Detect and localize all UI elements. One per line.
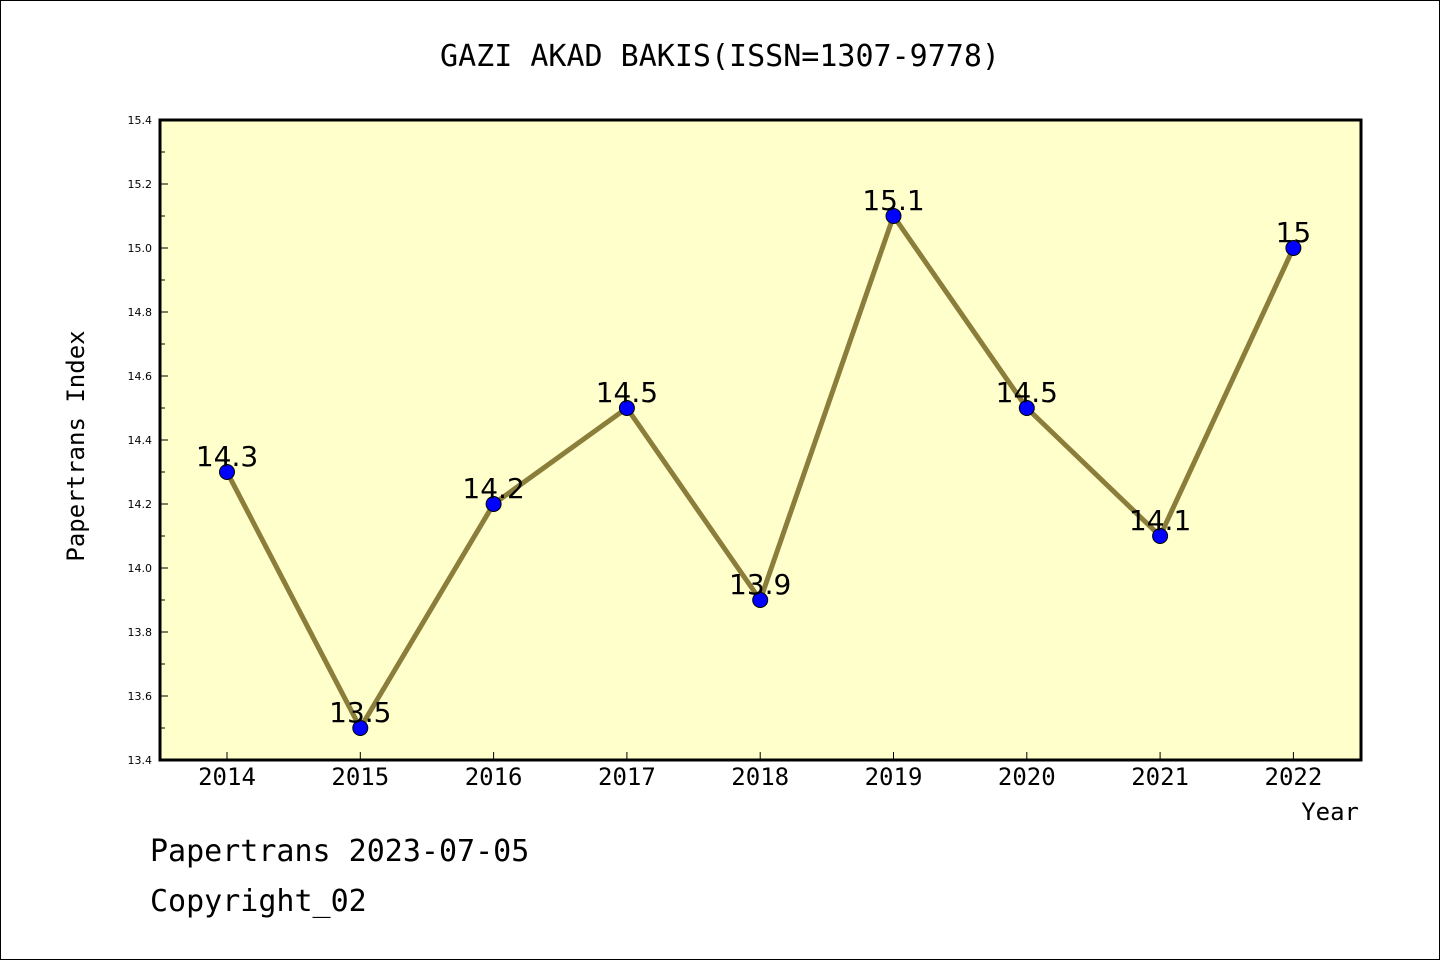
x-tick-label: 2021 [1131, 763, 1189, 791]
x-tick-label: 2016 [465, 763, 523, 791]
x-tick-label: 2015 [331, 763, 389, 791]
y-tick-label: 14.4 [128, 434, 153, 447]
data-point [352, 720, 369, 736]
data-label: 14.1 [1129, 504, 1191, 537]
data-label: 14.5 [596, 376, 658, 409]
data-label: 14.3 [196, 440, 258, 473]
data-point [752, 592, 769, 608]
data-point [219, 464, 235, 480]
y-axis-label: Papertrans Index [62, 330, 90, 561]
data-label: 14.5 [996, 376, 1058, 409]
x-tick-label: 2017 [598, 763, 656, 791]
data-point [1152, 528, 1169, 544]
y-tick-label: 13.8 [128, 626, 153, 639]
x-tick-label: 2019 [865, 763, 923, 791]
data-label: 14.2 [462, 472, 524, 505]
data-label: 15.1 [862, 184, 924, 217]
data-point [1285, 240, 1302, 256]
y-axis: 13.4 13.6 13.8 14.0 14.2 14.4 14.6 14.8 15.0 15.2… [128, 114, 168, 767]
footer-copyright: Copyright_02 [150, 884, 367, 919]
x-tick-label: 2018 [731, 763, 789, 791]
data-point [485, 496, 502, 512]
x-tick-label: 2022 [1265, 763, 1323, 791]
x-axis: 2014 2015 2016 2017 2018 2019 2020 2021 2022 [198, 752, 1322, 791]
y-tick-label: 14.6 [128, 370, 153, 383]
series: 14.3 13.5 14.2 14.5 13.9 15.1 14.5 14.1 15 [196, 184, 1311, 736]
y-tick-label: 15.2 [128, 178, 153, 191]
plot-area [158, 118, 1363, 762]
footer-date: Papertrans 2023-07-05 [150, 834, 530, 869]
chart-title: GAZI AKAD BAKIS(ISSN=1307-9778) [440, 39, 1000, 74]
data-point [618, 400, 635, 416]
y-tick-label: 14.8 [128, 306, 153, 319]
data-label: 13.5 [329, 696, 391, 729]
data-point [1018, 400, 1035, 416]
y-tick-label: 13.6 [128, 690, 153, 703]
x-axis-label: Year [1301, 798, 1359, 826]
data-label: 13.9 [729, 568, 791, 601]
data-point [885, 208, 902, 224]
y-tick-label: 15.4 [128, 114, 153, 127]
y-tick-label: 14.0 [128, 562, 153, 575]
x-tick-label: 2014 [198, 763, 256, 791]
y-tick-label: 13.4 [128, 754, 153, 767]
y-tick-label: 15.0 [128, 242, 153, 255]
y-tick-label: 14.2 [128, 498, 153, 511]
x-tick-label: 2020 [998, 763, 1056, 791]
data-label: 15 [1276, 216, 1312, 249]
